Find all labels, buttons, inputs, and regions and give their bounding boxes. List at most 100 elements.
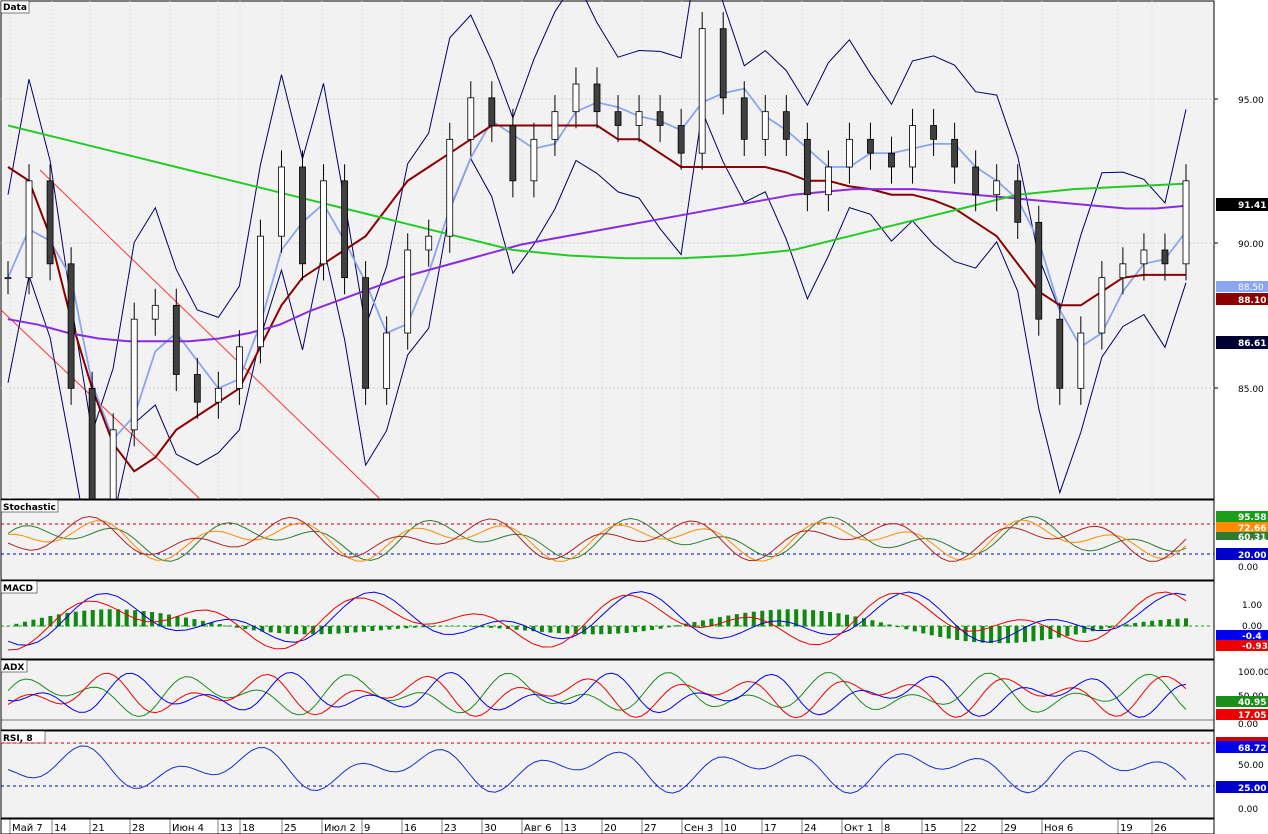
rsi-badge-text: 25.00 bbox=[1238, 784, 1266, 794]
macd-histogram-bar bbox=[1065, 626, 1070, 637]
panel-title-macd: MACD bbox=[3, 584, 33, 594]
x-tick-label: Июн 4 bbox=[172, 823, 204, 834]
candle-body bbox=[1140, 249, 1148, 265]
candle bbox=[1077, 316, 1085, 405]
macd-histogram-bar bbox=[811, 610, 816, 627]
macd-histogram-bar bbox=[90, 609, 95, 627]
candle bbox=[383, 316, 391, 405]
y-tick-label: 0.00 bbox=[1242, 622, 1262, 632]
rsi-badge-text: 68.72 bbox=[1238, 744, 1266, 754]
candle bbox=[572, 67, 580, 129]
ma-fast-badge bbox=[1216, 281, 1268, 292]
candle-body bbox=[509, 125, 517, 182]
date-axis: Май 7 14 21 28 Июн 4 13 18 25 Июл 2 9 16 23 30 Авг 6 1… bbox=[0, 818, 1215, 834]
candle-body bbox=[88, 387, 96, 500]
rsi-panel: RSI, 8 68.72 50.00 25.00 0.00 bbox=[0, 730, 1268, 819]
macd-badge bbox=[1216, 640, 1268, 651]
candle bbox=[867, 122, 874, 170]
macd-histogram-bar bbox=[1090, 626, 1095, 632]
macd-histogram-bar bbox=[853, 616, 858, 627]
candle bbox=[972, 150, 980, 212]
x-tick-label: 22 bbox=[964, 823, 977, 834]
candle-body bbox=[656, 111, 664, 126]
trendline-upper bbox=[39, 169, 381, 500]
macd-histogram-bar bbox=[946, 626, 951, 639]
macd-histogram-bar bbox=[446, 626, 451, 627]
macd-histogram-bar bbox=[658, 626, 663, 629]
bollinger-badge-text: 86.61 bbox=[1238, 339, 1266, 349]
ma-mid-badge bbox=[1216, 293, 1268, 305]
candle bbox=[803, 122, 811, 212]
x-tick-label: 24 bbox=[804, 823, 817, 834]
macd-histogram-bar bbox=[311, 626, 316, 635]
candle bbox=[551, 95, 559, 156]
y-tick-label: 90.00 bbox=[1238, 240, 1264, 250]
stoch-badge-text: 95.58 bbox=[1238, 513, 1266, 523]
macd-histogram-bar bbox=[616, 626, 621, 634]
macd-histogram-bar bbox=[624, 626, 629, 633]
ma-green-line bbox=[7, 124, 1187, 260]
macd-histogram-bar bbox=[421, 626, 426, 628]
candle-body bbox=[109, 429, 117, 500]
x-tick-label: 25 bbox=[284, 823, 297, 834]
candle-body bbox=[383, 332, 391, 389]
macd-histogram-bar bbox=[989, 626, 994, 644]
candle-body bbox=[4, 277, 12, 280]
candle-body bbox=[130, 318, 138, 431]
candle-body bbox=[1014, 180, 1022, 223]
macd-histogram-bar bbox=[548, 626, 553, 633]
x-tick-label: 27 bbox=[644, 823, 657, 834]
candlesticks bbox=[4, 12, 1190, 516]
macd-histogram-bar bbox=[1039, 626, 1044, 641]
macd-histogram-bar bbox=[107, 609, 112, 627]
macd-histogram-bar bbox=[556, 626, 561, 634]
macd-histogram-bar bbox=[243, 626, 248, 630]
candle-body bbox=[214, 387, 222, 403]
candle-body bbox=[1056, 318, 1064, 389]
candle bbox=[635, 95, 643, 143]
macd-histogram-bar bbox=[175, 615, 180, 627]
candle bbox=[698, 12, 706, 170]
macd-lines bbox=[6, 591, 1188, 651]
macd-histogram-bar bbox=[573, 626, 578, 635]
macd-histogram-bar bbox=[531, 626, 536, 632]
macd-histogram-bar bbox=[1107, 626, 1112, 628]
candle bbox=[1182, 164, 1190, 281]
macd-histogram-bar bbox=[56, 614, 61, 627]
x-tick-label: 23 bbox=[444, 823, 457, 834]
macd-histogram-bar bbox=[955, 626, 960, 640]
macd-histogram-bar bbox=[819, 610, 824, 627]
candle bbox=[235, 330, 243, 405]
price-panel: Data bbox=[0, 0, 1215, 570]
candle-body bbox=[320, 180, 327, 265]
candle bbox=[67, 247, 75, 405]
stochastic-k-line bbox=[7, 515, 1187, 562]
macd-histogram-bar bbox=[73, 611, 78, 627]
candle bbox=[1119, 247, 1127, 295]
x-tick-label: 8 bbox=[884, 823, 890, 834]
x-tick-label: Май 7 bbox=[12, 823, 43, 834]
macd-histogram-bar bbox=[268, 626, 273, 633]
macd-badge bbox=[1216, 630, 1268, 640]
stoch-badge bbox=[1216, 532, 1268, 540]
macd-histogram-bar bbox=[1167, 619, 1172, 627]
y-tick-label: 0.00 bbox=[1238, 720, 1258, 730]
macd-line bbox=[7, 591, 1187, 646]
candle bbox=[951, 122, 959, 184]
macd-histogram-bar bbox=[480, 626, 485, 628]
candle bbox=[740, 81, 748, 156]
candle-body bbox=[1098, 277, 1106, 334]
candle bbox=[25, 164, 33, 295]
price-badge bbox=[1216, 198, 1268, 211]
candle bbox=[172, 288, 180, 392]
candle bbox=[88, 371, 96, 516]
macd-histogram-bar bbox=[141, 610, 146, 627]
candle bbox=[130, 302, 138, 447]
candle-body bbox=[951, 138, 959, 168]
x-tick-label: 10 bbox=[724, 823, 737, 834]
macd-histogram-bar bbox=[802, 609, 807, 627]
macd-histogram-bar bbox=[667, 626, 672, 628]
candle bbox=[341, 164, 348, 295]
panel-title-stochastic: Stochastic bbox=[3, 503, 56, 513]
macd-histogram-bar bbox=[251, 626, 256, 631]
